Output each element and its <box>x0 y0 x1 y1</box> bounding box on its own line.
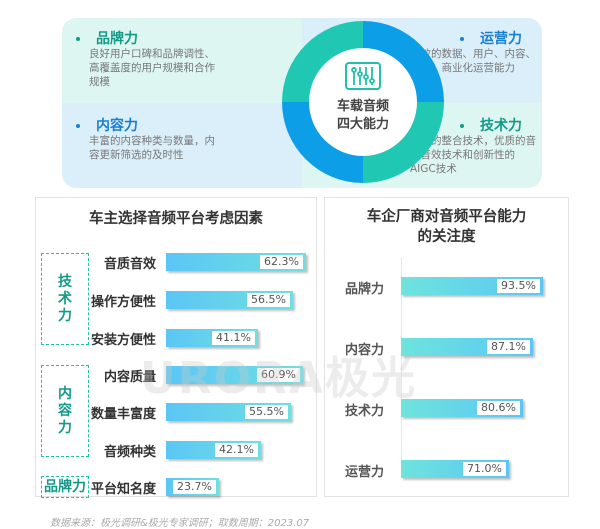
group-brand: 品牌力 <box>41 476 89 498</box>
bullet-icon <box>460 37 464 41</box>
bullet-icon <box>460 124 464 128</box>
bar-install-ease: 41.1% <box>166 329 258 347</box>
bullet-icon <box>76 124 80 128</box>
chart-title: 车企厂商对音频平台能力 的关注度 <box>366 209 527 245</box>
bar-tech: 80.6% <box>401 399 523 417</box>
quadrant-desc-tech: 强大的整合技术，优质的音质音效技术和创新性的AIGC技术 <box>410 135 536 175</box>
quadrant-desc-content: 丰富的内容种类与数量，内容更新筛选的及时性 <box>89 135 215 161</box>
quadrant-content: 内容力 丰富的内容种类与数量，内容更新筛选的及时性 <box>62 103 302 188</box>
bar-content-quantity: 55.5% <box>166 403 291 421</box>
row-label: 安装方便性 <box>90 333 156 348</box>
quadrant-title-operation: 运营力 <box>460 28 522 48</box>
capabilities-infographic: 品牌力 良好用户口碑和品牌调性、高覆盖度的用户规模和合作规模 运营力 高效的数据… <box>62 18 542 188</box>
quadrant-brand: 品牌力 良好用户口碑和品牌调性、高覆盖度的用户规模和合作规模 <box>62 18 302 103</box>
bullet-icon <box>76 37 80 41</box>
row-label: 内容力 <box>345 343 385 358</box>
row-label: 音质音效 <box>103 257 156 272</box>
bar-ease-of-use: 56.5% <box>166 291 293 309</box>
donut-center-title: 车载音频 四大能力 <box>336 99 389 132</box>
group-tech: 技术力 <box>41 253 89 345</box>
row-label: 操作方便性 <box>90 295 156 310</box>
bar-content: 87.1% <box>401 338 533 356</box>
quadrant-title-content: 内容力 <box>76 115 138 135</box>
data-source-note: 数据来源：极光调研&极光专家调研；取数周期：2023.07 <box>50 518 310 529</box>
row-label: 数量丰富度 <box>90 407 156 422</box>
bar-content-quality: 60.9% <box>166 366 303 384</box>
bar-audio-types: 42.1% <box>166 441 261 459</box>
bar-operation: 71.0% <box>401 460 509 478</box>
quadrant-title-brand: 品牌力 <box>76 28 138 48</box>
bar-platform-awareness: 23.7% <box>166 478 219 496</box>
owner-factors-chart: 车主选择音频平台考虑因素 技术力 内容力 品牌力 音质音效 62.3% 操作方便… <box>35 197 317 498</box>
chart-title: 车主选择音频平台考虑因素 <box>89 211 263 227</box>
row-label: 品牌力 <box>345 282 385 297</box>
bar-sound-quality: 62.3% <box>166 253 306 271</box>
row-label: 音频种类 <box>103 445 156 460</box>
row-label: 内容质量 <box>103 370 156 385</box>
quadrant-title-tech: 技术力 <box>460 115 522 135</box>
row-label: 运营力 <box>345 465 385 480</box>
capabilities-donut: 车载音频 四大能力 <box>282 21 444 183</box>
bar-brand: 93.5% <box>401 277 543 295</box>
equalizer-icon <box>345 62 381 90</box>
quadrant-desc-brand: 良好用户口碑和品牌调性、高覆盖度的用户规模和合作规模 <box>89 48 215 88</box>
oem-attention-chart: 车企厂商对音频平台能力 的关注度 品牌力 93.5% 内容力 87.1% 技术力… <box>324 197 569 497</box>
axis-line <box>401 258 402 476</box>
row-label: 技术力 <box>345 404 385 419</box>
row-label: 平台知名度 <box>90 482 156 497</box>
group-content: 内容力 <box>41 365 89 457</box>
